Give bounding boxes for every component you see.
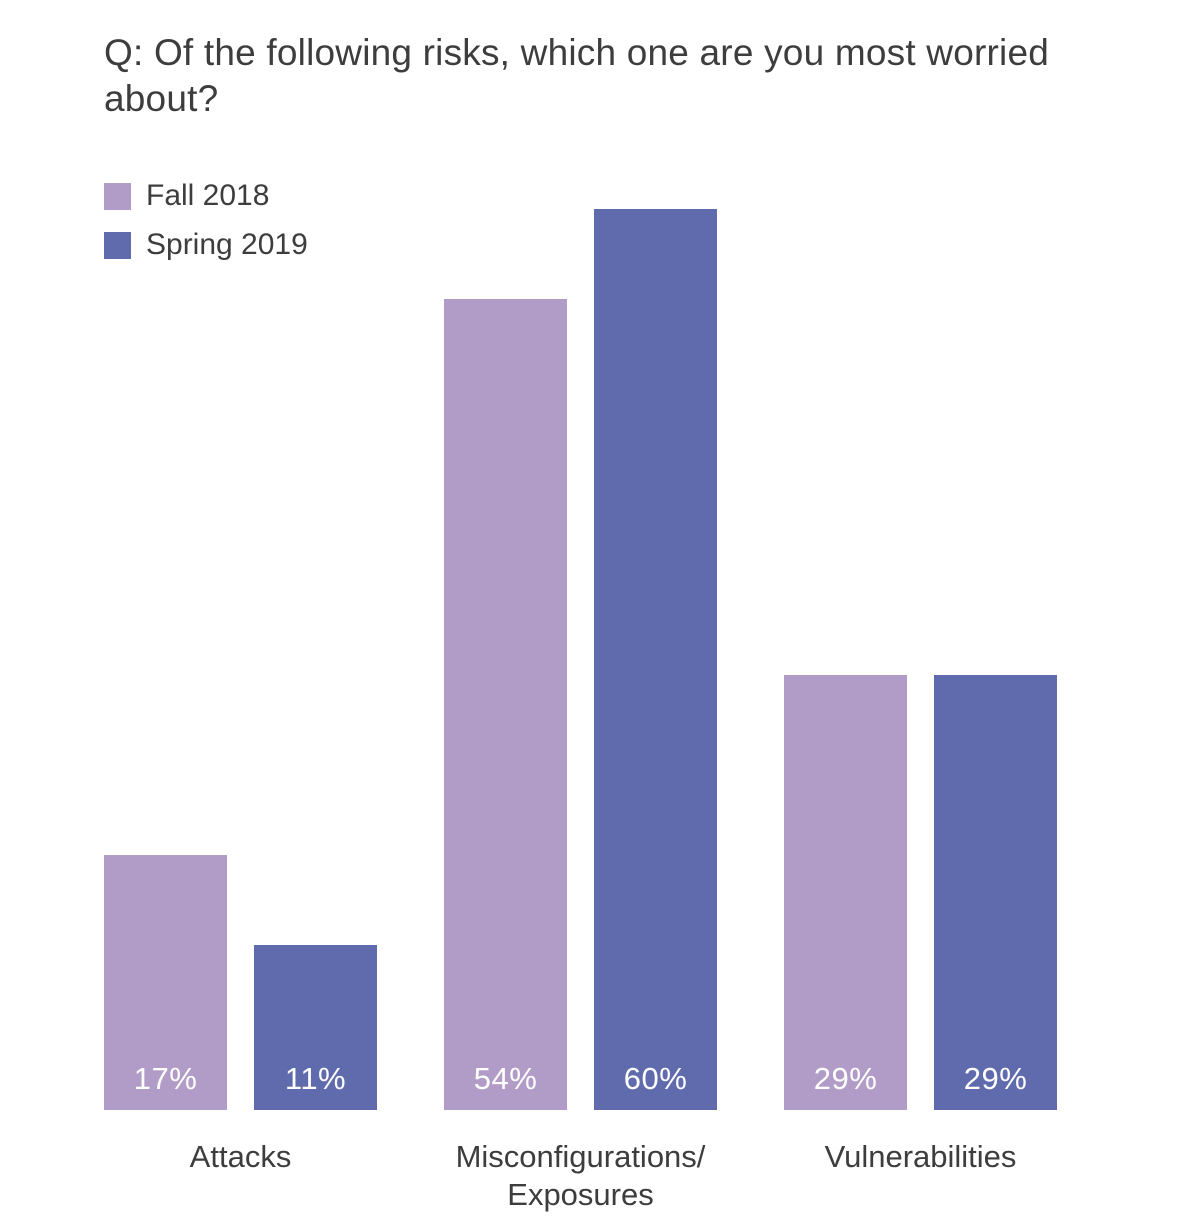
legend-label-fall-2018: Fall 2018 [146,179,270,212]
bar-fall-2018-misconfigurations-exposures: 54% [444,299,567,1110]
bar-value-label: 11% [284,1061,347,1096]
bar-spring-2019-vulnerabilities: 29% [934,675,1057,1110]
bar-fall-2018-vulnerabilities: 29% [784,675,907,1110]
legend-item-fall-2018: Fall 2018 [104,178,308,214]
category-label-attacks: Attacks [189,1139,292,1174]
bar-spring-2019-attacks: 11% [254,945,377,1110]
bar-value-label: 54% [473,1061,538,1096]
bar-value-label: 29% [963,1061,1028,1096]
legend-swatch-fall-2018-icon [104,182,131,210]
legend-label-spring-2019: Spring 2019 [146,228,308,261]
legend-item-spring-2019: Spring 2019 [104,227,308,263]
legend-swatch-spring-2019-icon [104,231,131,259]
bar-value-label: 29% [813,1061,878,1096]
category-label-vulnerabilities: Vulnerabilities [824,1139,1017,1174]
bar-value-label: 60% [623,1061,688,1096]
bar-fall-2018-attacks: 17% [104,855,227,1110]
chart-title: Q: Of the following risks, which one are… [104,32,1049,119]
bar-spring-2019-misconfigurations-exposures: 60% [594,209,717,1110]
legend: Fall 2018 Spring 2019 [104,178,308,276]
category-label-misconfigurations-exposures: Misconfigurations/Exposures [455,1139,706,1212]
bar-value-label: 17% [133,1061,198,1096]
